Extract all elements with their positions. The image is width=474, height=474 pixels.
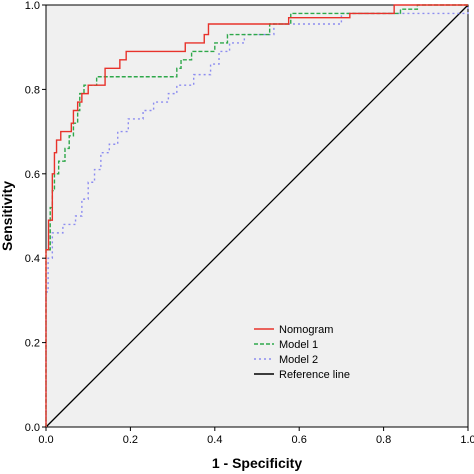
- y-tick-label: 0.4: [25, 253, 40, 265]
- axes-layer: 0.0 0.2 0.4 0.6 0.8 1.0 0.0 0.2 0.4 0.6 0.8 1.0: [25, 0, 474, 446]
- y-tick-label: 0.2: [25, 338, 40, 350]
- x-tick-label: 0.8: [376, 434, 391, 446]
- y-axis-title: Sensitivity: [0, 181, 15, 251]
- y-tick-label: 0.6: [25, 169, 40, 181]
- y-tick-label: 0.8: [25, 84, 40, 96]
- x-tick-label: 0.6: [292, 434, 307, 446]
- series-layer: [45, 4, 469, 428]
- series-line-nomogram: [45, 4, 468, 427]
- x-axis-title: 1 - Specificity: [212, 455, 302, 471]
- series-line-reference-line: [45, 4, 469, 428]
- series-line-model-2: [45, 5, 469, 427]
- legend: Nomogram Model 1 Model 2 Reference line: [254, 324, 350, 381]
- x-tick-label: 0.2: [123, 434, 138, 446]
- legend-label: Model 1: [279, 339, 318, 351]
- x-tick-label: 0.0: [38, 434, 53, 446]
- x-tick-label: 0.4: [207, 434, 222, 446]
- y-tick-label: 1.0: [25, 0, 40, 12]
- y-tick-label: 0.0: [25, 422, 40, 434]
- x-tick-label: 1.0: [460, 434, 474, 446]
- legend-label: Reference line: [279, 369, 350, 381]
- legend-label: Model 2: [279, 354, 318, 366]
- legend-label: Nomogram: [279, 324, 333, 336]
